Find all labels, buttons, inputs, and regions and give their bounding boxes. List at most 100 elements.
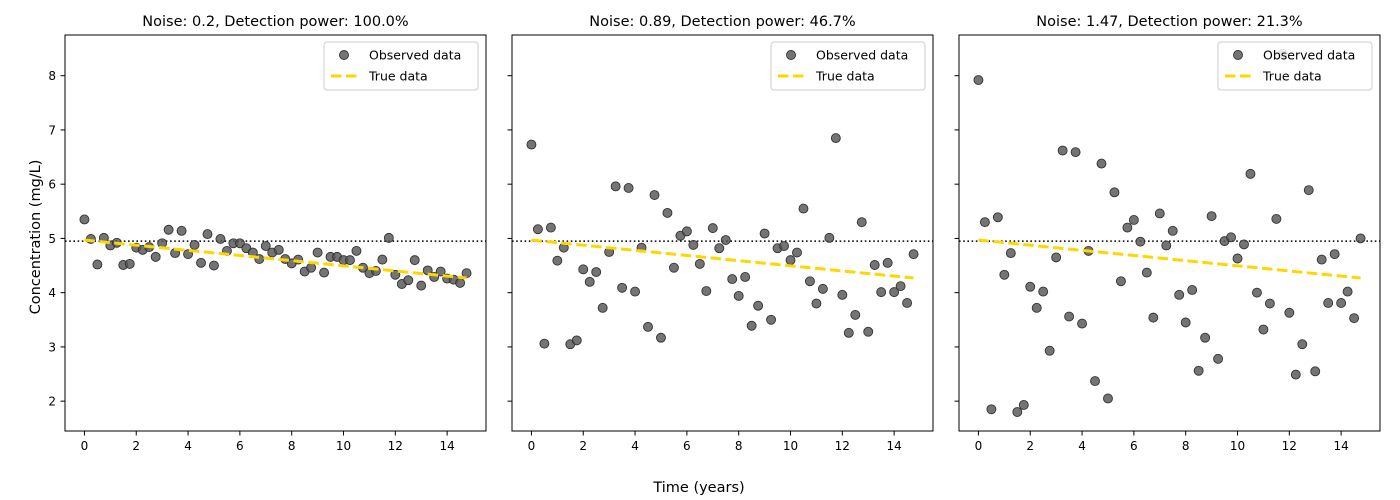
data-point bbox=[850, 309, 861, 320]
data-point bbox=[811, 298, 822, 309]
data-point bbox=[863, 326, 874, 337]
data-point bbox=[1064, 311, 1075, 322]
x-tick-label: 4 bbox=[1078, 439, 1086, 453]
y-tick-label: 6 bbox=[48, 178, 56, 192]
data-point bbox=[1323, 298, 1334, 308]
x-tick-label: 2 bbox=[132, 439, 140, 453]
subplot-title: Noise: 0.89, Detection power: 46.7% bbox=[589, 14, 855, 30]
x-tick-label: 4 bbox=[631, 439, 639, 453]
data-point bbox=[766, 314, 777, 325]
data-point bbox=[1109, 187, 1120, 198]
data-point bbox=[843, 327, 854, 338]
legend: Observed data True data bbox=[323, 41, 479, 91]
true-data-line bbox=[531, 238, 914, 280]
data-point bbox=[1200, 332, 1211, 343]
legend-frame bbox=[323, 41, 479, 91]
true-data-line bbox=[978, 238, 1361, 280]
data-point bbox=[1297, 339, 1308, 350]
x-tick-label: 8 bbox=[288, 439, 296, 453]
data-point bbox=[1096, 158, 1107, 169]
data-point bbox=[1174, 289, 1185, 300]
data-point bbox=[390, 269, 401, 280]
data-point bbox=[668, 262, 679, 273]
plot-area bbox=[512, 133, 933, 350]
data-point bbox=[1336, 298, 1347, 308]
x-tick-label: 2 bbox=[1026, 439, 1034, 453]
data-point bbox=[1167, 225, 1178, 236]
data-point bbox=[1077, 318, 1088, 329]
legend: Observed data True data bbox=[1217, 41, 1373, 91]
data-point bbox=[902, 298, 913, 308]
data-point bbox=[1284, 307, 1295, 318]
data-point bbox=[876, 287, 887, 298]
data-point bbox=[545, 222, 556, 233]
x-tick-label: 6 bbox=[236, 439, 244, 453]
axes-frame bbox=[64, 34, 487, 432]
y-tick-label: 2 bbox=[48, 395, 56, 409]
x-tick-label: 10 bbox=[783, 439, 798, 453]
y-tick-label: 4 bbox=[48, 286, 56, 300]
data-point bbox=[234, 238, 245, 249]
data-point bbox=[1057, 145, 1068, 156]
data-point bbox=[306, 262, 317, 273]
data-point bbox=[1128, 215, 1139, 225]
x-tick-label: 14 bbox=[439, 439, 454, 453]
data-point bbox=[630, 286, 641, 297]
data-point bbox=[1115, 276, 1126, 287]
data-point bbox=[895, 281, 906, 292]
data-point bbox=[688, 239, 699, 250]
data-point bbox=[1051, 252, 1062, 263]
data-point bbox=[1316, 254, 1327, 265]
x-tick-label: 10 bbox=[1230, 439, 1245, 453]
data-point bbox=[403, 275, 414, 286]
data-point bbox=[986, 404, 997, 415]
subplot-title: Noise: 1.47, Detection power: 21.3% bbox=[1036, 14, 1302, 30]
data-point bbox=[1342, 286, 1353, 297]
data-point bbox=[1148, 312, 1159, 323]
data-point bbox=[1226, 232, 1236, 243]
data-point bbox=[591, 267, 602, 278]
data-point bbox=[694, 258, 705, 269]
data-point bbox=[681, 226, 692, 237]
data-point bbox=[979, 217, 990, 228]
data-point bbox=[416, 280, 427, 291]
data-point bbox=[779, 241, 789, 251]
data-point bbox=[1349, 313, 1360, 324]
data-point bbox=[345, 255, 355, 266]
axes-frame bbox=[958, 34, 1381, 432]
data-point bbox=[377, 254, 388, 265]
data-point bbox=[189, 239, 200, 250]
data-point bbox=[435, 266, 446, 277]
x-tick-label: 12 bbox=[388, 439, 403, 453]
data-point bbox=[1245, 168, 1256, 179]
data-point bbox=[1025, 281, 1036, 292]
data-point bbox=[150, 251, 161, 262]
legend-label-true: True data bbox=[815, 69, 875, 84]
data-point bbox=[1251, 287, 1262, 298]
x-tick-label: 12 bbox=[835, 439, 850, 453]
data-point bbox=[383, 232, 394, 243]
data-point bbox=[124, 258, 135, 269]
data-point bbox=[532, 224, 543, 235]
data-point bbox=[889, 287, 900, 298]
y-tick-label: 8 bbox=[48, 69, 56, 83]
legend-label-observed: Observed data bbox=[816, 48, 908, 63]
data-point bbox=[856, 217, 867, 228]
x-tick-label: 6 bbox=[1130, 439, 1138, 453]
data-point bbox=[662, 207, 673, 218]
data-point bbox=[759, 228, 770, 239]
legend-marker-observed bbox=[786, 50, 796, 60]
data-point bbox=[196, 257, 206, 268]
data-point bbox=[733, 290, 744, 301]
data-point bbox=[824, 232, 835, 243]
x-tick-label: 10 bbox=[336, 439, 351, 453]
subplot-title: Noise: 0.2, Detection power: 100.0% bbox=[142, 14, 408, 30]
data-point bbox=[1258, 324, 1269, 335]
data-point bbox=[1161, 240, 1172, 251]
legend-label-true: True data bbox=[1262, 69, 1322, 84]
data-point bbox=[1038, 286, 1049, 297]
legend-label-observed: Observed data bbox=[369, 48, 461, 63]
data-point bbox=[209, 260, 219, 271]
data-point bbox=[1264, 298, 1275, 309]
data-point bbox=[1187, 285, 1198, 295]
